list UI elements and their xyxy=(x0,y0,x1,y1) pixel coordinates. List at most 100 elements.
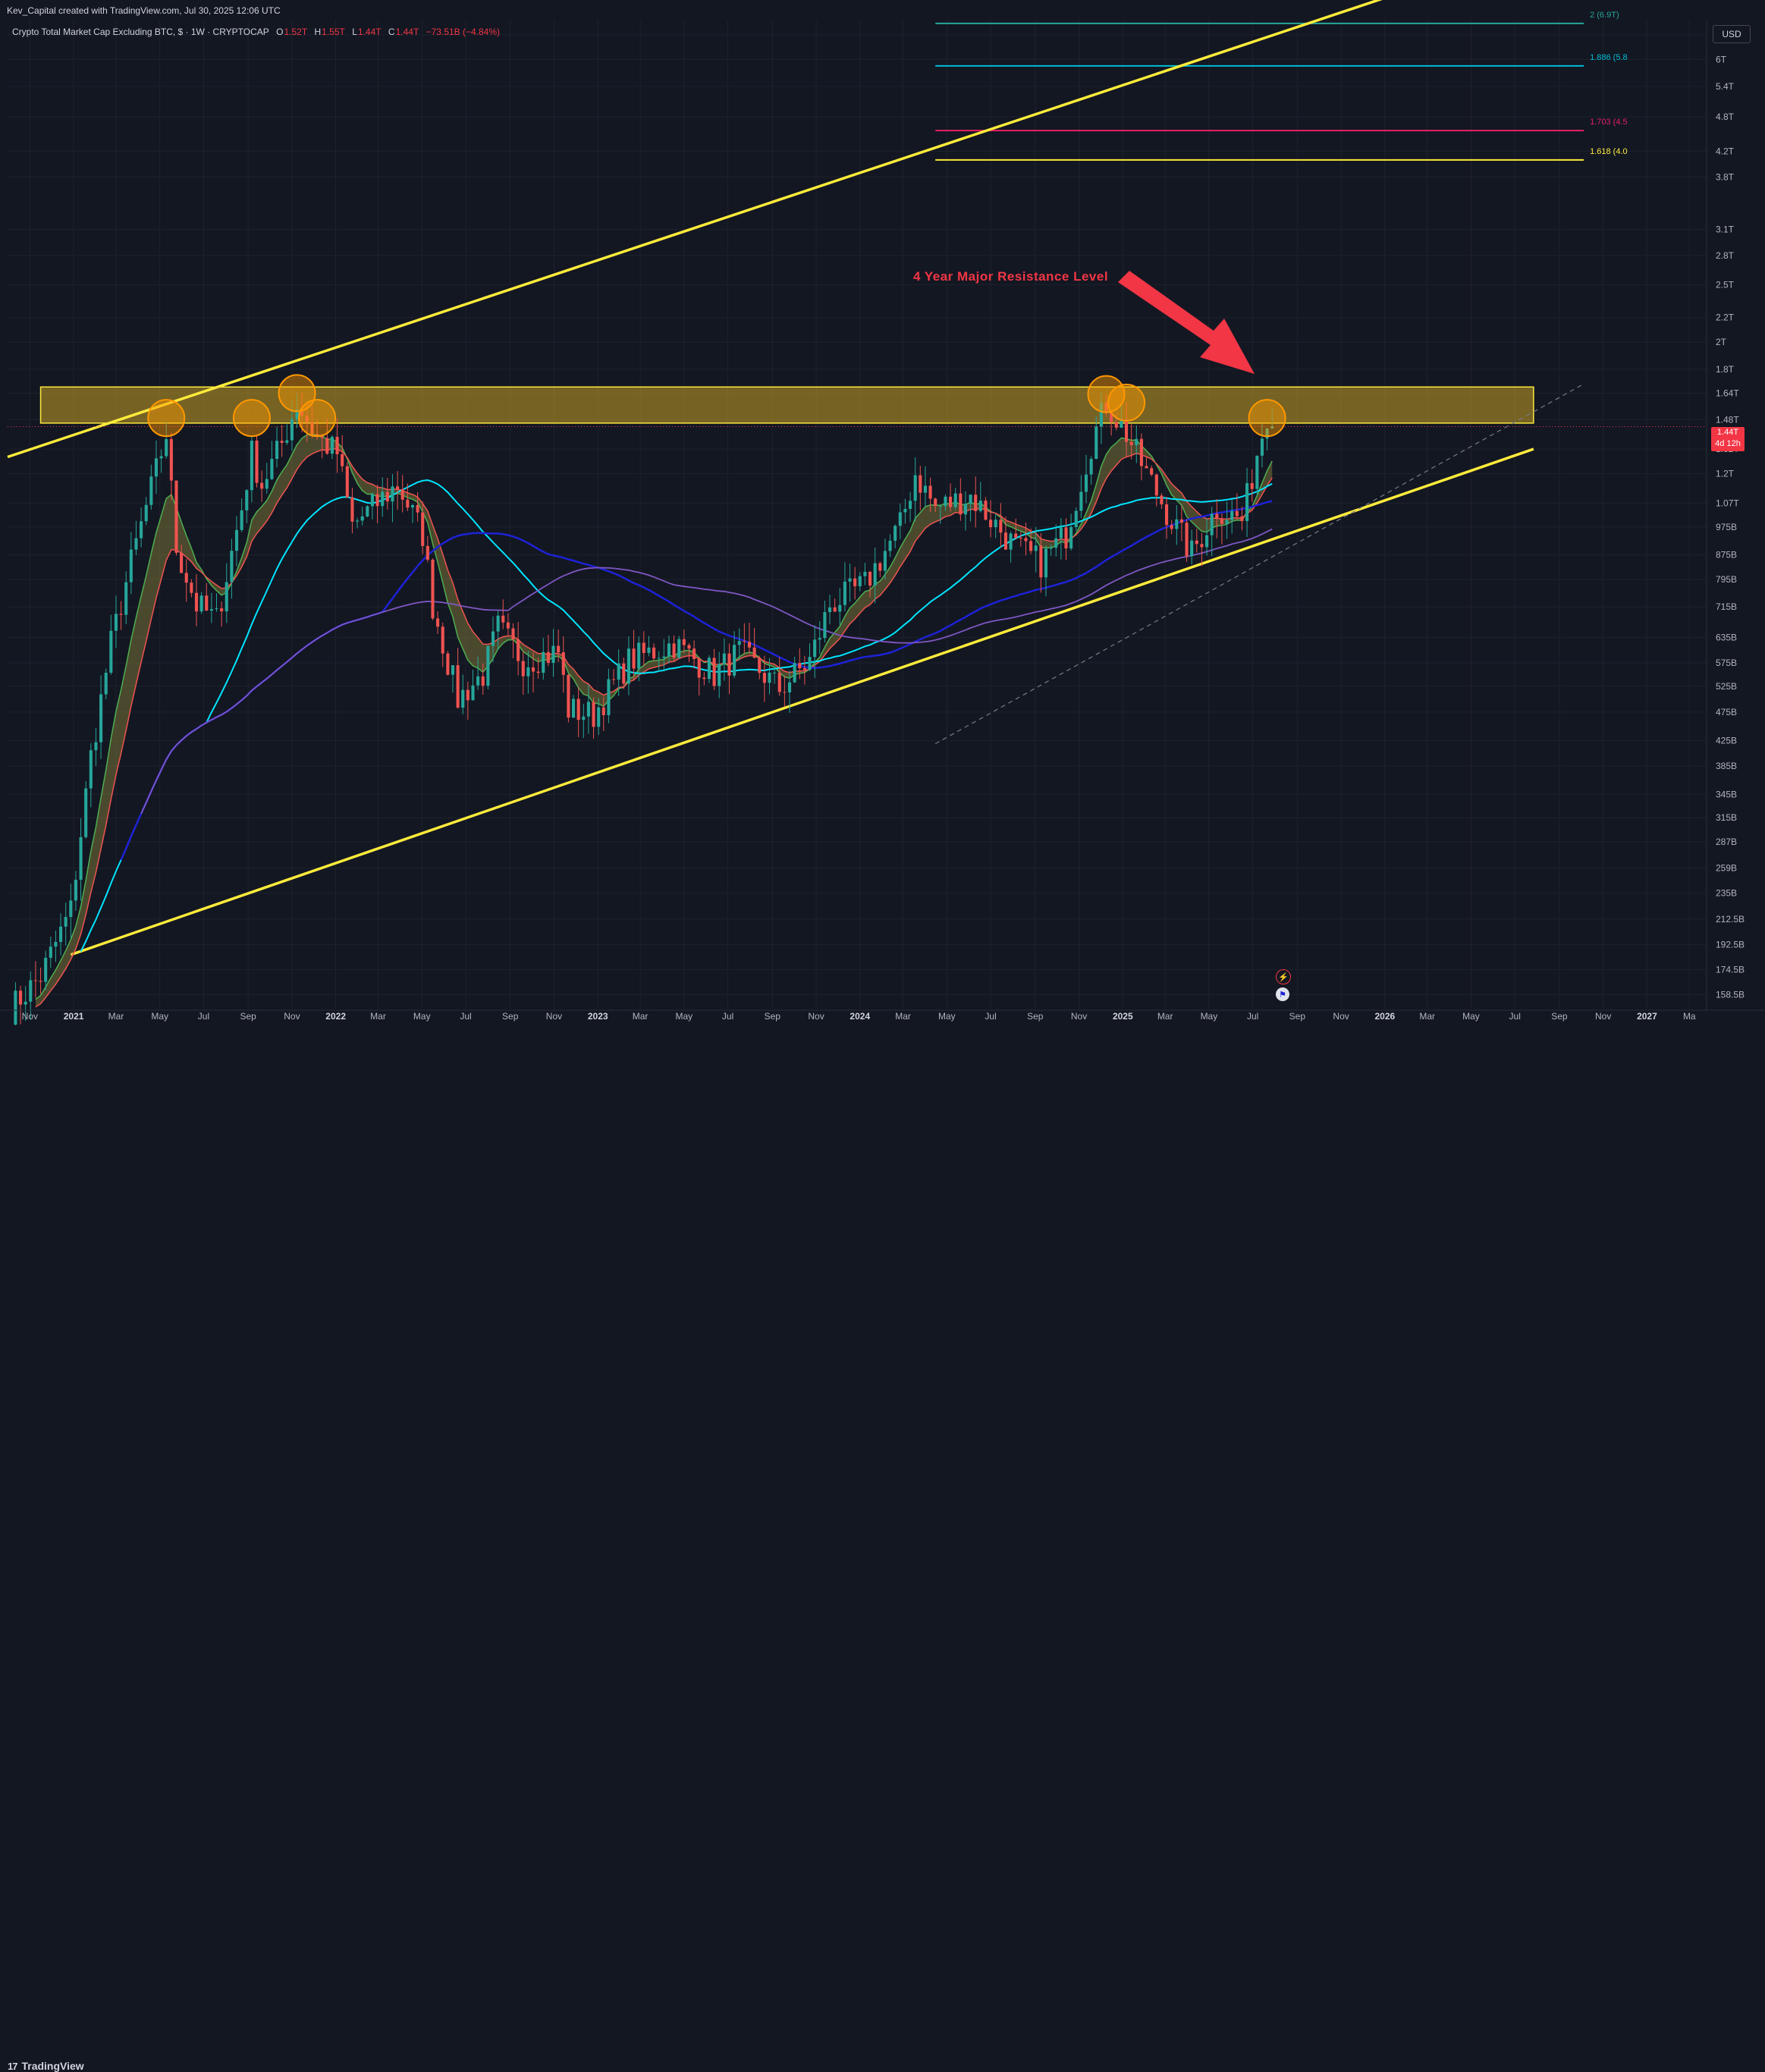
candle xyxy=(421,501,425,554)
candle-body xyxy=(1154,474,1158,496)
candle xyxy=(783,675,787,708)
candle-body xyxy=(280,441,284,443)
candle-body xyxy=(712,658,716,686)
candle-body xyxy=(1175,519,1179,529)
candle-body xyxy=(129,549,133,582)
candle-body xyxy=(818,638,821,640)
candle xyxy=(285,424,289,445)
price-tick-label: 525B xyxy=(1716,681,1737,692)
lower-trendline xyxy=(70,447,1534,956)
candle xyxy=(652,643,656,661)
candle-body xyxy=(240,510,243,530)
candle-body xyxy=(994,520,997,528)
candle xyxy=(1245,467,1249,538)
candle xyxy=(436,611,440,634)
price-tick-label: 2.2T xyxy=(1716,312,1735,323)
candle-body xyxy=(536,671,540,673)
candle xyxy=(531,651,535,692)
candle xyxy=(551,629,555,677)
candle-body xyxy=(234,529,239,551)
candle-body xyxy=(576,699,580,720)
candle xyxy=(159,449,163,473)
candle xyxy=(657,651,661,672)
candle xyxy=(275,426,279,468)
candle-body xyxy=(140,521,143,538)
candle-body xyxy=(84,788,88,837)
candle xyxy=(928,477,932,513)
candle xyxy=(893,524,897,549)
candle-body xyxy=(963,504,968,515)
candle-body xyxy=(154,458,159,477)
bar-countdown: 4d 12h xyxy=(1715,439,1741,448)
candle xyxy=(828,595,832,624)
flag-event-icon[interactable]: ⚑ xyxy=(1276,987,1289,1001)
candle xyxy=(476,656,480,690)
symbol-info: Crypto Total Market Cap Excluding BTC, $… xyxy=(12,27,504,37)
candle xyxy=(215,593,218,612)
candle-body xyxy=(1195,540,1198,545)
candle xyxy=(959,478,963,521)
candle-body xyxy=(461,689,465,708)
symbol-title[interactable]: Crypto Total Market Cap Excluding BTC, $… xyxy=(12,27,269,37)
candle xyxy=(999,503,1003,548)
candle xyxy=(586,684,590,734)
candle-body xyxy=(1255,455,1259,489)
time-tick-label: Jul xyxy=(985,1011,996,1022)
time-tick-label: May xyxy=(938,1011,956,1022)
candle-body xyxy=(682,639,686,645)
tradingview-logo[interactable]: 17 TradingView xyxy=(8,2060,84,2072)
candle xyxy=(220,601,224,627)
candle-body xyxy=(601,707,605,715)
candle-body xyxy=(793,663,796,683)
resistance-annotation[interactable]: 4 Year Major Resistance Level xyxy=(913,269,1109,284)
candle-body xyxy=(209,609,213,611)
candle xyxy=(1230,499,1234,534)
candle-body xyxy=(542,651,545,673)
upper-trendline xyxy=(7,0,1383,459)
candle xyxy=(74,871,77,911)
candle xyxy=(1210,506,1214,557)
candle xyxy=(24,986,27,1021)
candle xyxy=(672,635,676,661)
candle xyxy=(144,497,148,526)
candle xyxy=(400,475,404,513)
candle xyxy=(290,400,294,451)
candle-body xyxy=(406,499,410,508)
highlight-circle xyxy=(147,399,186,438)
price-chart[interactable]: 2 (6.9T) 1.886 (5.8 1.703 (4.5 1.618 (4.0 6… xyxy=(0,0,1765,1053)
candle-body xyxy=(215,608,218,610)
candle-body xyxy=(356,520,360,522)
candle-body xyxy=(1210,513,1214,535)
lightning-event-icon[interactable]: ⚡ xyxy=(1276,969,1291,984)
highlight-circle xyxy=(278,374,316,413)
candle xyxy=(250,435,253,503)
candle xyxy=(1084,454,1088,504)
time-tick-label: 2025 xyxy=(1113,1011,1133,1022)
candle xyxy=(64,902,68,946)
currency-button[interactable]: USD xyxy=(1713,25,1751,43)
candle-body xyxy=(526,667,530,677)
candle-body xyxy=(511,628,515,640)
time-axis: Nov 2021 Mar May Jul Sep Nov 2022 Mar May Jul Sep No… xyxy=(0,1009,1765,1022)
candle xyxy=(1195,529,1198,553)
time-tick-label: Mar xyxy=(633,1011,649,1022)
last-price-tag: 1.44T 4d 12h xyxy=(1711,427,1745,451)
time-tick-label: May xyxy=(675,1011,692,1022)
candle xyxy=(330,435,334,460)
candle-body xyxy=(476,676,480,686)
candle xyxy=(124,571,128,624)
candle xyxy=(582,704,586,739)
candle xyxy=(149,464,153,510)
candle xyxy=(1235,493,1239,520)
candle-body xyxy=(984,501,988,520)
candles-layer xyxy=(14,391,1274,1027)
candle-body xyxy=(104,672,108,695)
candle-body xyxy=(1220,518,1224,524)
candle-body xyxy=(873,563,877,585)
fib-level-label: 1.703 (4.5 xyxy=(1590,118,1628,127)
candle-body xyxy=(1089,459,1093,475)
candle-body xyxy=(1185,523,1189,557)
time-tick-label: Nov xyxy=(808,1011,824,1022)
price-tick-label: 425B xyxy=(1716,736,1737,746)
price-tick-label: 259B xyxy=(1716,863,1737,874)
